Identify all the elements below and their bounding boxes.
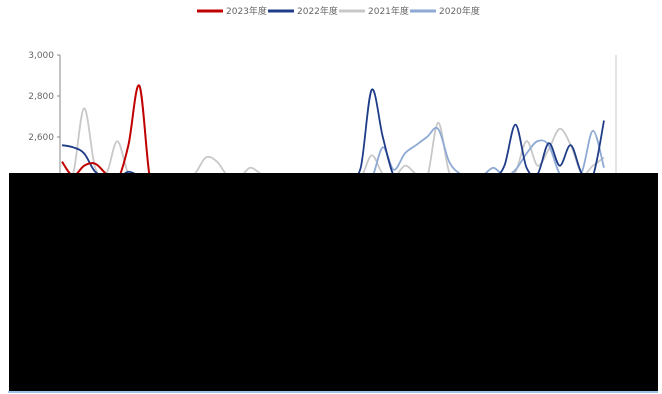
series-layer: [61, 84, 605, 190]
series-line-0: [61, 84, 163, 190]
y-tick-label: 2,600: [28, 133, 54, 143]
redaction-block: [9, 173, 658, 392]
legend: 2023年度 2022年度 2021年度 2020年度: [197, 5, 480, 17]
legend-label: 2020年度: [439, 5, 480, 17]
series-line-1: [61, 88, 605, 182]
bottom-border: [8, 391, 658, 393]
legend-label: 2022年度: [297, 5, 338, 17]
y-tick-label: 2,800: [28, 92, 54, 102]
legend-label: 2023年度: [226, 5, 267, 17]
legend-label: 2021年度: [368, 5, 409, 17]
y-tick-label: 3,000: [28, 51, 54, 61]
